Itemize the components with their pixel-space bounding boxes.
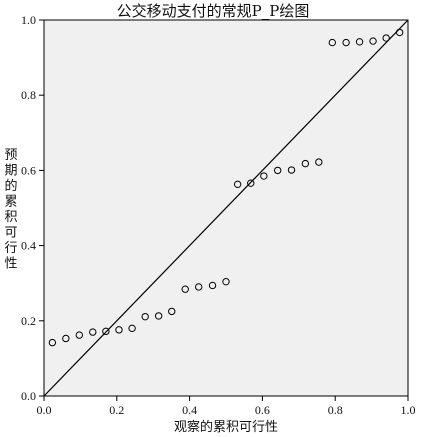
data-point [141,312,149,321]
data-points [48,28,404,347]
data-point [222,277,230,286]
x-tick-label: 0.4 [182,403,197,417]
data-point [102,327,110,336]
data-point [48,338,57,347]
data-point [315,158,323,166]
y-tick-label: 0.8 [21,88,36,102]
data-point [181,285,189,293]
data-point [208,281,217,290]
data-point [75,331,84,339]
data-point [342,38,350,47]
data-point [273,166,282,175]
data-point [382,34,390,42]
data-point [89,328,97,336]
x-axis: 0.0 0.2 0.4 0.6 0.8 1.0 [37,396,416,417]
data-point [287,166,296,174]
x-tick-label: 0.6 [255,403,270,417]
data-point [195,283,203,291]
reference-diagonal-line [43,19,409,397]
data-point [62,334,70,343]
x-tick-label: 1.0 [401,403,416,417]
data-point [369,37,377,45]
data-point [395,28,404,37]
data-point [328,38,336,47]
data-point [355,38,364,46]
y-tick-label: 0.6 [21,163,36,177]
data-point [301,159,310,168]
data-point [128,324,136,333]
chart-title: 公交移动支付的常规P_P绘图 [117,2,310,20]
y-tick-label: 0.0 [21,389,36,403]
y-tick-label: 1.0 [21,13,36,27]
x-tick-label: 0.8 [328,403,343,417]
data-point [115,326,123,334]
x-tick-label: 0.2 [109,403,124,417]
data-point [247,179,255,187]
y-tick-label: 0.2 [21,314,36,328]
y-axis-title: 预期的累积可行性 [4,148,17,272]
x-tick-label: 0.0 [37,403,52,417]
data-point [168,307,176,316]
y-tick-label: 0.4 [21,239,36,253]
y-axis: 0.0 0.2 0.4 0.6 0.8 1.0 [21,13,44,403]
x-axis-title: 观察的累积可行性 [174,419,278,435]
data-point [154,312,163,320]
data-point [260,172,268,180]
data-point [233,180,242,189]
